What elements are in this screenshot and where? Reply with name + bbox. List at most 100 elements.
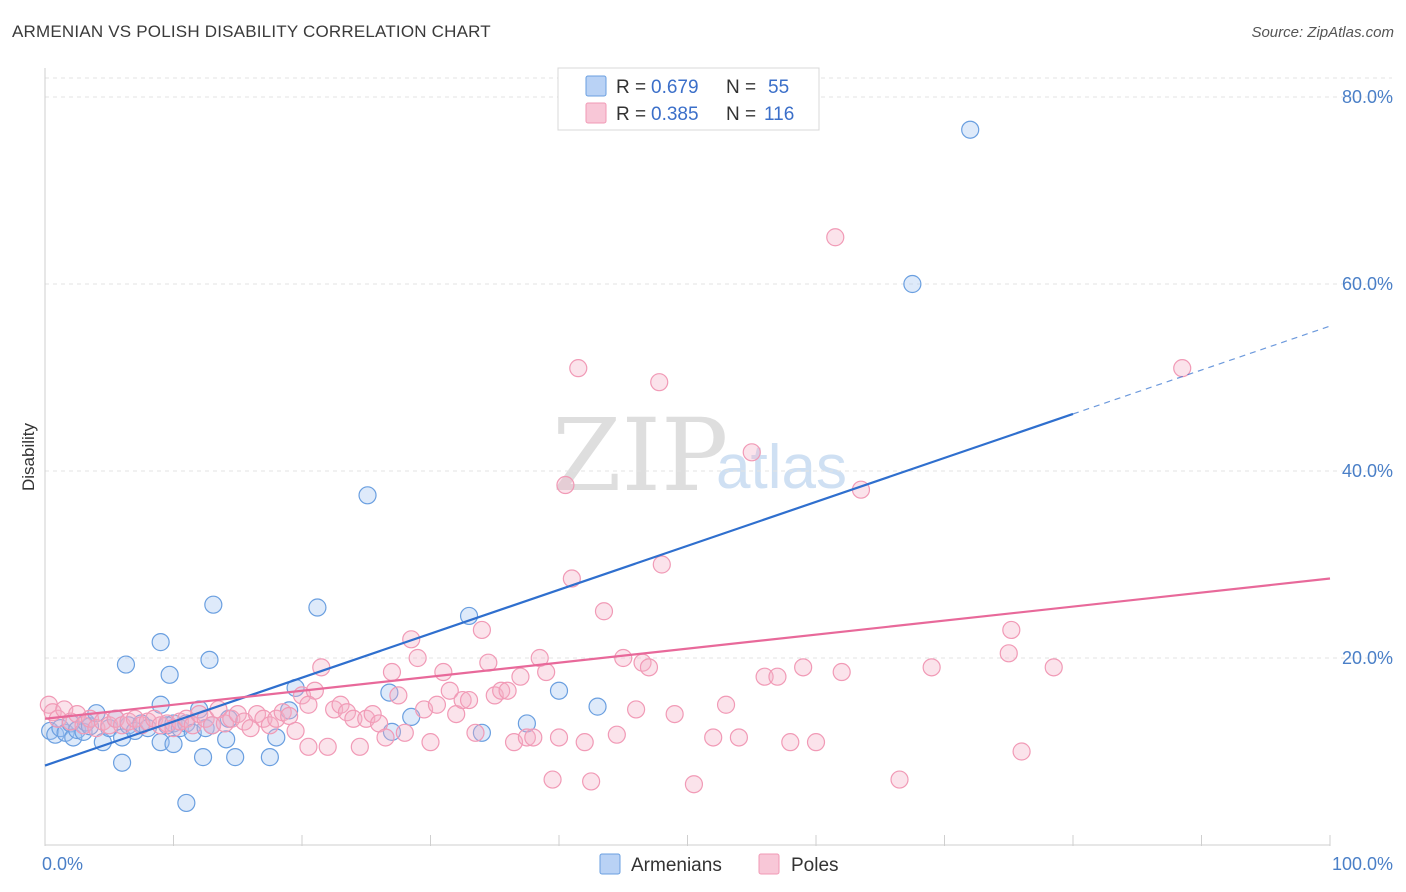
regression-lines [44,325,1331,767]
poles-point [607,725,626,744]
armenians-point [177,793,196,813]
poles-point [524,728,543,747]
poles-point [569,359,588,378]
poles-point [614,648,633,668]
poles-point [1002,620,1021,640]
legend-poles: Poles [791,855,839,876]
armenians-point [961,120,980,139]
poles-point [421,733,440,752]
x-tick-label-start: 0.0% [42,854,83,874]
poles-point [704,728,723,747]
armenians-swatch [599,853,621,875]
poles-point [395,723,414,742]
poles-point [363,704,382,724]
armenians-point [588,697,607,716]
poles-point [389,686,408,705]
poles-point [594,602,614,621]
poles-point [492,681,511,700]
poles-point [286,721,305,741]
poles-point [318,737,337,756]
poles-point [254,709,273,728]
poles-point [684,775,704,794]
poles-point [582,772,601,791]
poles-point [260,716,279,735]
legend-r-label-2: R = [616,104,646,125]
armenians-point [160,665,179,684]
poles-point [781,733,800,752]
armenians-point [260,748,279,767]
poles-point [100,716,119,735]
y-tick-label: 60.0% [1342,274,1393,294]
poles-point [331,695,350,714]
poles-point [742,443,761,462]
tick-labels: 20.0% 40.0% 60.0% 80.0% 0.0% 100.0% [42,87,1393,874]
poles-point [382,662,402,682]
armenians-point [308,598,327,617]
y-tick-label: 80.0% [1342,87,1393,107]
poles-point [650,373,669,392]
poles-point [652,555,671,574]
poles-point [537,662,556,682]
armenians-point [549,681,569,700]
y-tick-label: 20.0% [1342,648,1393,668]
poles-legend-swatch [585,102,607,124]
y-axis-label: Disability [19,422,38,491]
poles-point [440,681,459,700]
poles-point [299,695,318,714]
armenians-point [151,633,170,652]
poles-point [768,667,787,686]
poles-point [299,737,318,756]
source-credit: Source: ZipAtlas.com [1251,24,1394,41]
armenians-point [903,274,922,294]
poles-point [453,690,472,710]
poles-point [890,770,909,789]
poles-point [826,228,845,247]
poles-point [922,658,941,677]
armenians-point [116,655,136,674]
stats-legend: R = 0.679 N = 55 R = 0.385 N = 116 [557,67,820,131]
armenians-trend-extension [1072,325,1331,415]
armenians-point [193,748,213,767]
poles-point [1044,658,1063,677]
poles-point [376,728,395,747]
poles-point [832,662,851,682]
armenians-trend-line [44,412,1074,767]
armenians-point [358,486,377,505]
poles-point [498,681,517,700]
poles-point [466,723,485,742]
poles-point [511,667,530,686]
armenians-point [226,748,245,767]
poles-point [337,703,357,722]
watermark-zip: ZIP [552,397,728,514]
legend-n-label-2: N = [726,104,756,125]
poles-point [344,709,363,728]
legend-n-value-1: 55 [768,77,789,98]
watermark-atlas: atlas [716,433,847,502]
chart-title: ARMENIAN VS POLISH DISABILITY CORRELATIO… [12,22,491,41]
legend-n-value-2: 116 [764,104,794,125]
poles-point [280,706,299,726]
poles-point [549,728,569,747]
poles-point [408,648,427,668]
y-tick-label: 40.0% [1342,461,1393,481]
poles-point [543,770,562,789]
poles-point [556,475,575,495]
legend-r-value-2: 0.385 [651,104,699,125]
armenians-point [472,723,491,742]
poles-point [729,728,749,747]
poles-point [427,695,447,714]
poles-swatch [758,853,780,875]
poles-point [1012,742,1031,761]
poles-point [479,653,498,672]
legend-r-value-1: 0.679 [651,77,699,98]
armenians-point [280,701,299,720]
poles-point [806,733,826,752]
armenians-point [164,734,183,754]
poles-point [472,620,491,640]
poles-point [434,662,453,682]
poles-point [794,658,813,677]
poles-point [639,658,659,677]
legend-armenians: Armenians [631,855,722,876]
armenians-point [217,730,236,749]
